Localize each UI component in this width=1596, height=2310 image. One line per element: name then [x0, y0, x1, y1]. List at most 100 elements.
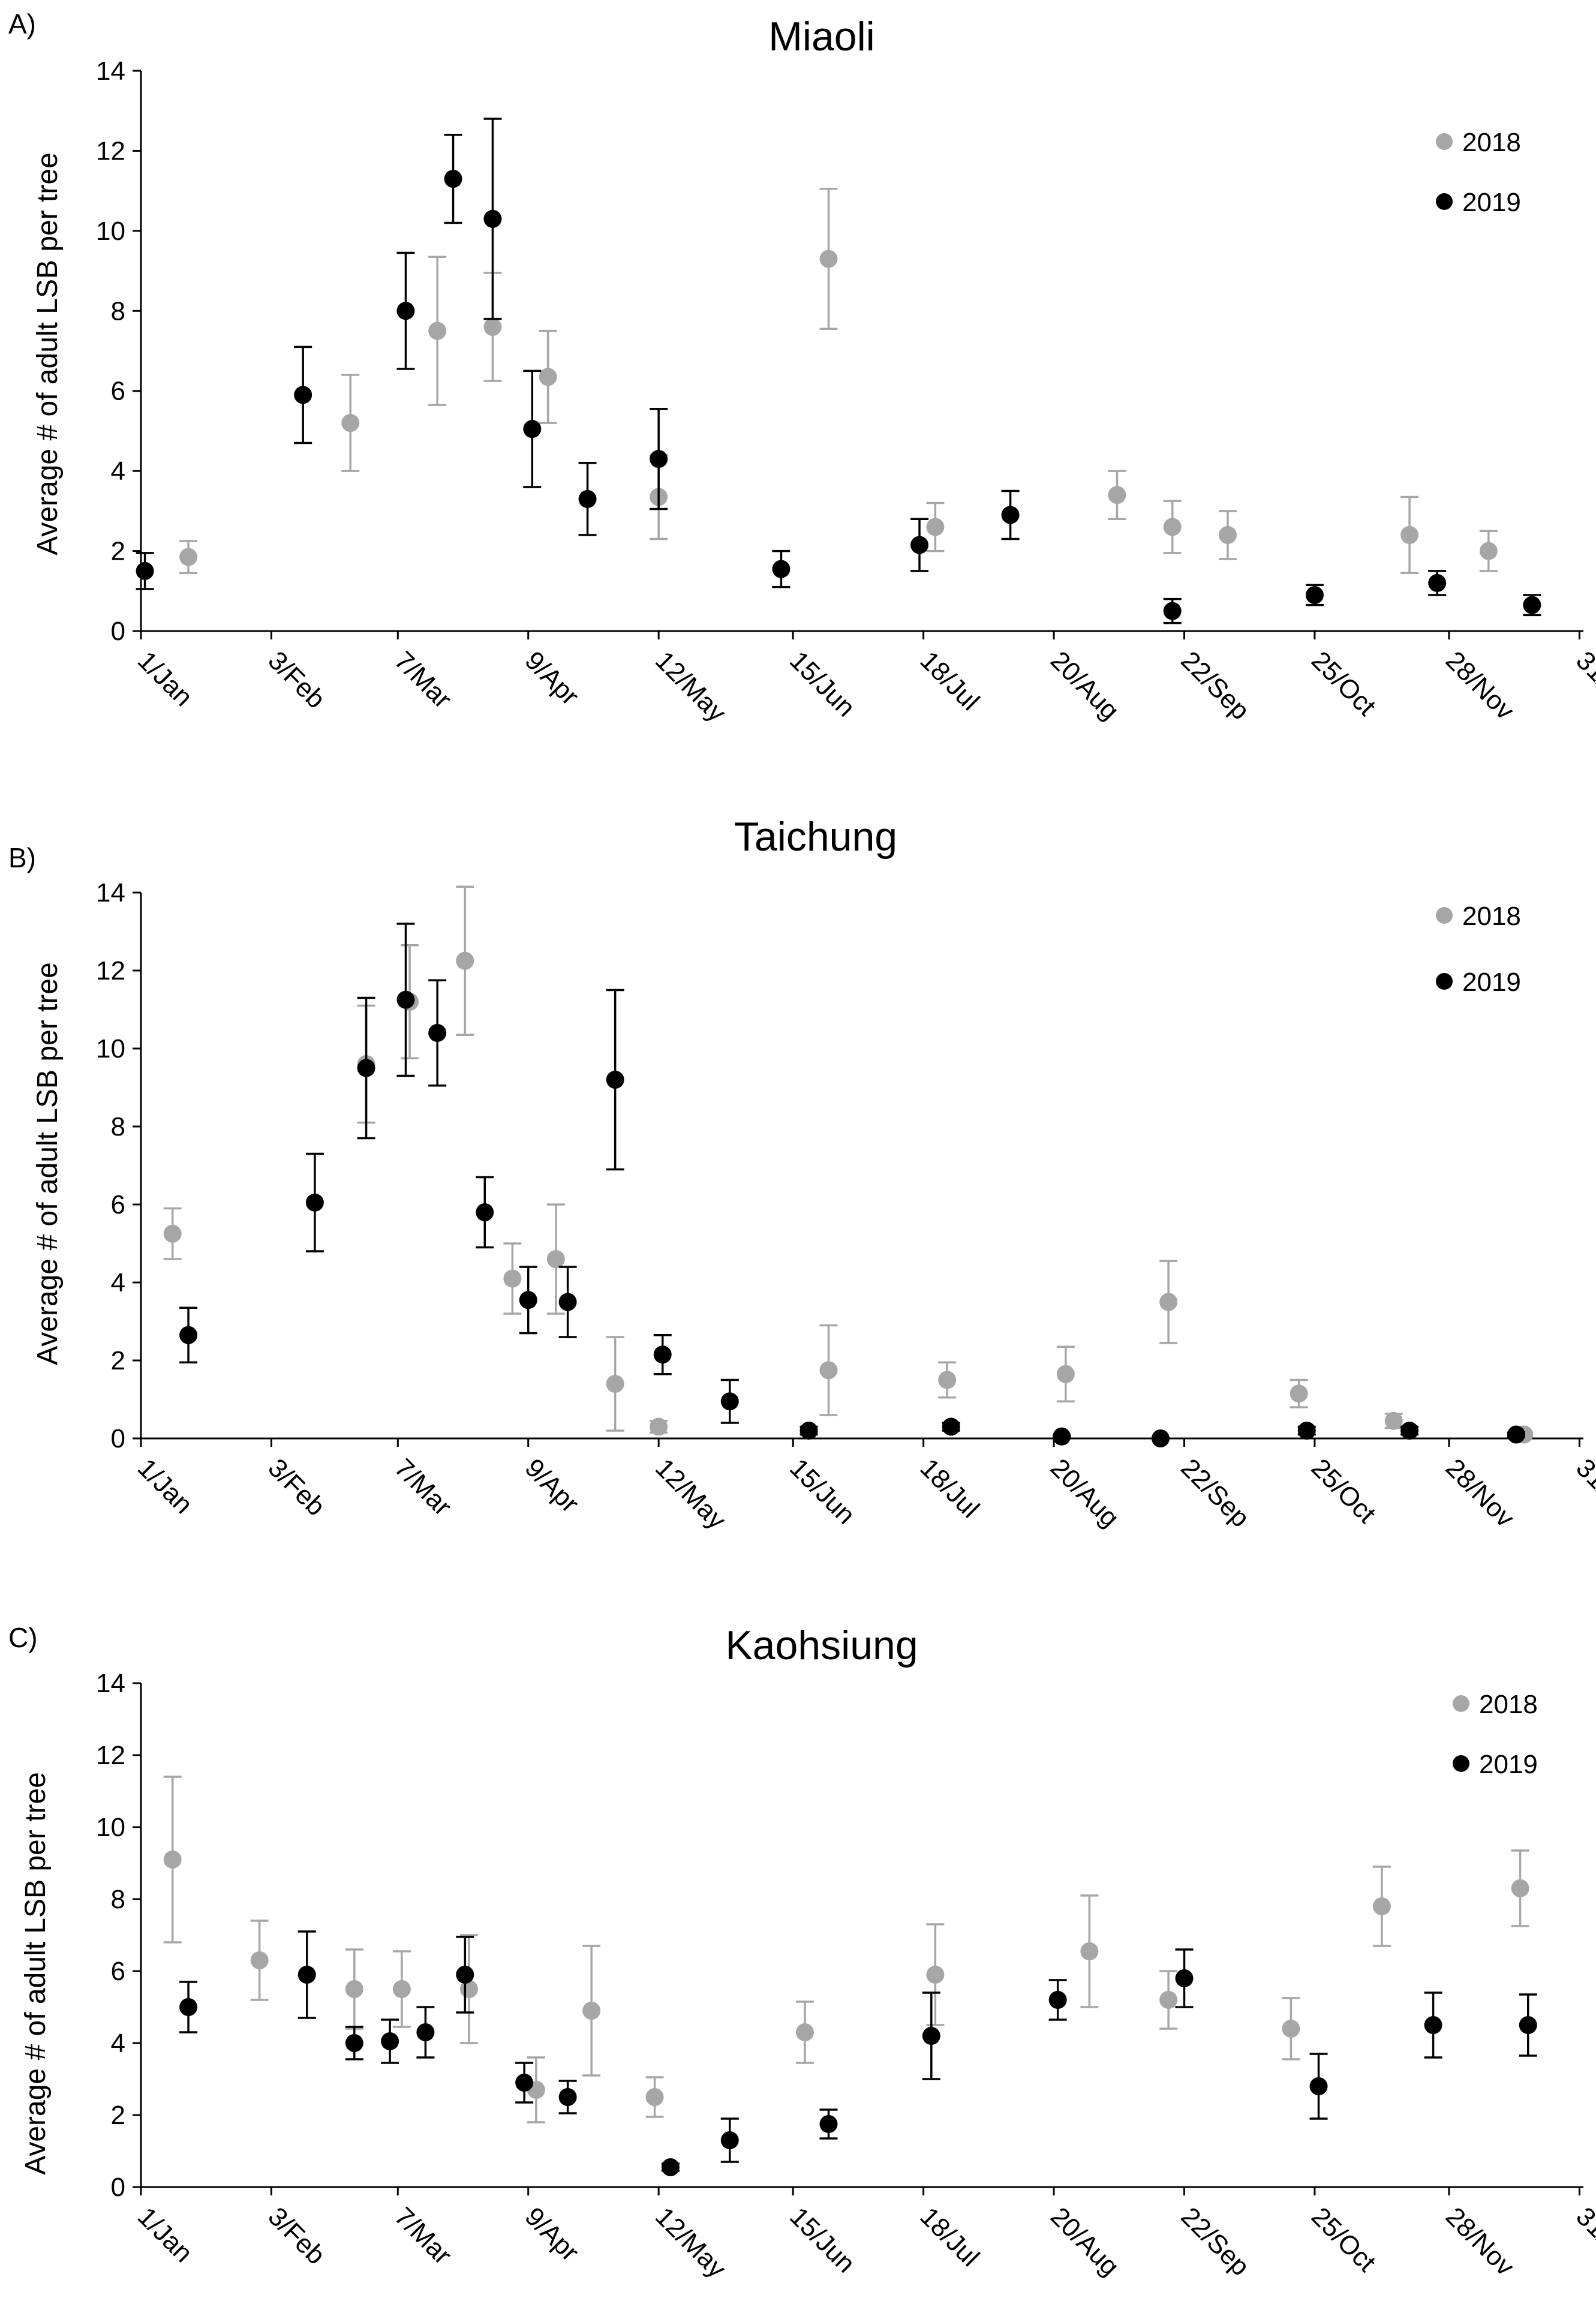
- y-tick-label: 14: [96, 878, 125, 908]
- y-tick-label: 6: [111, 1190, 125, 1219]
- y-axis-label: Average # of adult LSB per tree: [32, 152, 64, 555]
- data-point: [396, 990, 415, 1009]
- data-point: [523, 420, 542, 438]
- data-point: [539, 368, 557, 386]
- data-point: [1424, 2016, 1442, 2034]
- data-point: [515, 2074, 534, 2092]
- data-point: [1163, 518, 1182, 536]
- data-point: [819, 250, 838, 268]
- data-point: [926, 1966, 945, 1984]
- data-point: [1048, 1991, 1067, 2009]
- data-point: [345, 2034, 363, 2052]
- data-point: [1400, 1422, 1419, 1440]
- data-point: [305, 1193, 324, 1212]
- data-point: [1159, 1991, 1178, 2009]
- data-point: [926, 518, 945, 536]
- data-point: [163, 1224, 182, 1243]
- data-point: [1523, 596, 1541, 614]
- data-point: [910, 536, 929, 554]
- legend-marker-2018: [1436, 907, 1453, 924]
- data-point: [1297, 1422, 1316, 1440]
- data-point: [1372, 1897, 1391, 1915]
- data-point: [1159, 1293, 1178, 1311]
- y-axis-label: Average # of adult LSB per tree: [32, 962, 64, 1365]
- y-tick-label: 0: [111, 1424, 125, 1453]
- panel-label: A): [8, 8, 36, 40]
- data-point: [476, 1203, 494, 1221]
- data-point: [297, 1966, 316, 1984]
- data-point: [294, 386, 312, 404]
- data-point: [483, 317, 502, 336]
- data-point: [1080, 1942, 1099, 1960]
- data-point: [799, 1422, 818, 1440]
- legend-marker-2018: [1436, 133, 1453, 150]
- data-point: [444, 170, 462, 188]
- data-point: [772, 560, 791, 578]
- legend-marker-2019: [1436, 973, 1453, 990]
- data-point: [1163, 602, 1182, 620]
- series-2018: [179, 188, 1498, 575]
- data-point: [645, 2088, 664, 2106]
- data-point: [606, 1375, 624, 1393]
- data-point: [163, 1851, 182, 1869]
- data-point: [1511, 1879, 1529, 1897]
- data-point: [558, 2088, 577, 2106]
- data-point: [653, 1345, 672, 1364]
- y-tick-label: 4: [111, 456, 125, 486]
- y-tick-label: 2: [111, 1346, 125, 1375]
- data-point: [578, 489, 597, 508]
- legend-label-2019: 2019: [1479, 1750, 1538, 1779]
- y-axis-label: Average # of adult LSB per tree: [20, 1772, 52, 2175]
- data-point: [428, 1024, 447, 1042]
- data-point: [1384, 1411, 1403, 1430]
- legend-marker-2019: [1436, 193, 1453, 210]
- legend-label-2018: 2018: [1462, 128, 1521, 157]
- y-tick-label: 14: [96, 1669, 125, 1698]
- y-tick-label: 6: [111, 377, 125, 406]
- chart-title: Miaoli: [768, 14, 875, 59]
- series-2019: [179, 1930, 1537, 2176]
- data-point: [922, 2027, 940, 2045]
- y-tick-label: 8: [111, 1885, 125, 1914]
- y-tick-label: 6: [111, 1957, 125, 1986]
- data-point: [1282, 2020, 1300, 2038]
- y-tick-label: 12: [96, 1741, 125, 1770]
- data-point: [250, 1951, 269, 1969]
- y-tick-label: 0: [111, 617, 125, 646]
- data-point: [650, 450, 668, 468]
- data-point: [1218, 525, 1237, 544]
- data-point: [546, 1250, 565, 1268]
- y-tick-label: 8: [111, 296, 125, 326]
- data-point: [1305, 585, 1324, 604]
- data-point: [381, 2032, 399, 2050]
- series-2018: [163, 1776, 1529, 2123]
- legend: 2018 2019: [1436, 902, 1521, 997]
- data-point: [503, 1269, 522, 1288]
- data-point: [357, 1059, 375, 1077]
- data-point: [938, 1371, 957, 1389]
- data-point: [1507, 1425, 1525, 1444]
- y-tick-label: 10: [96, 1034, 125, 1064]
- data-point: [1309, 2077, 1328, 2095]
- y-tick-label: 10: [96, 217, 125, 246]
- data-point: [1056, 1365, 1075, 1383]
- data-point: [392, 1980, 411, 1998]
- data-point: [136, 561, 154, 580]
- data-point: [341, 414, 360, 432]
- data-point: [1290, 1384, 1308, 1403]
- data-point: [1053, 1427, 1071, 1446]
- chart-title: Kaohsiung: [725, 1623, 918, 1668]
- series-2019: [136, 118, 1541, 624]
- data-point: [720, 1392, 739, 1411]
- data-point: [1428, 573, 1447, 592]
- legend-marker-2018: [1453, 1695, 1469, 1712]
- data-point: [1151, 1429, 1170, 1447]
- data-point: [519, 1291, 537, 1309]
- y-tick-label: 12: [96, 136, 125, 166]
- legend-marker-2019: [1453, 1755, 1469, 1772]
- data-point: [1001, 506, 1020, 524]
- legend: 2018 2019: [1453, 1690, 1538, 1779]
- y-tick-label: 8: [111, 1112, 125, 1142]
